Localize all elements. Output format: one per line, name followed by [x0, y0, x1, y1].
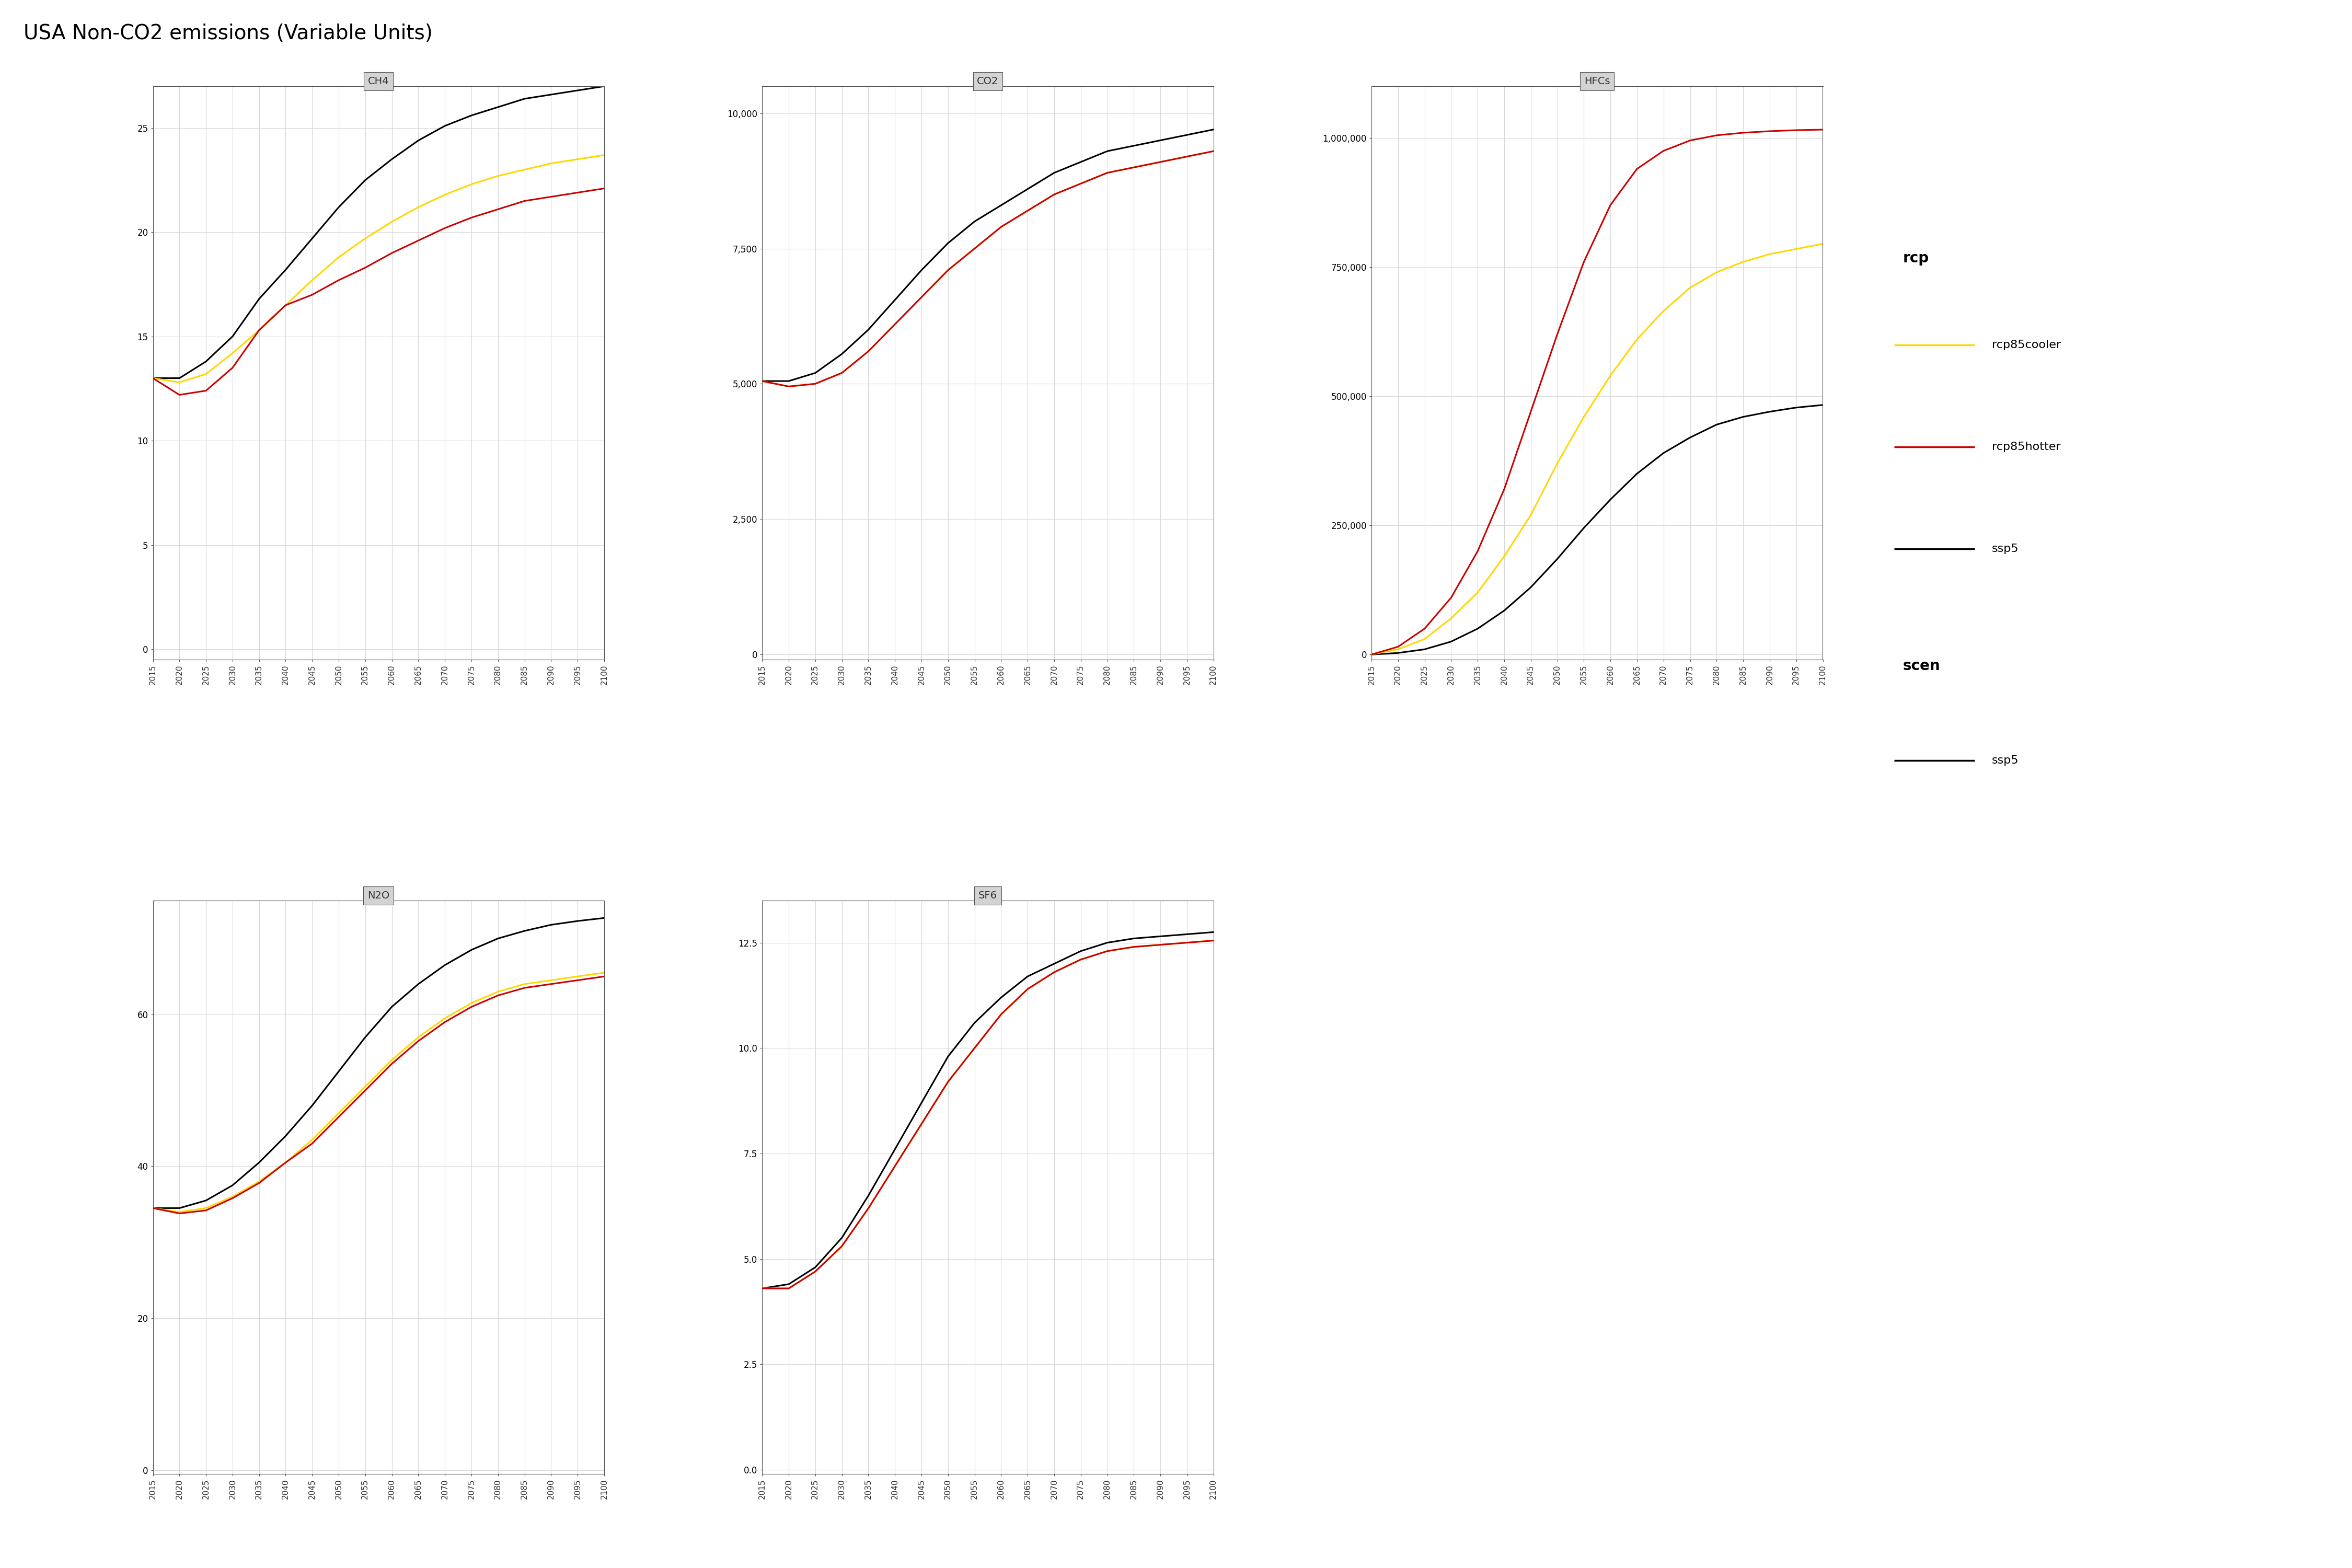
- Text: SF6: SF6: [978, 891, 997, 900]
- Text: HFCs: HFCs: [1585, 77, 1611, 86]
- Text: CO2: CO2: [976, 77, 1000, 86]
- Text: ssp5: ssp5: [1992, 544, 2018, 554]
- Text: scen: scen: [1903, 659, 1940, 673]
- Text: rcp85hotter: rcp85hotter: [1992, 442, 2060, 452]
- Text: ssp5: ssp5: [1992, 756, 2018, 765]
- Text: rcp85cooler: rcp85cooler: [1992, 340, 2060, 350]
- Text: CH4: CH4: [367, 77, 388, 86]
- Text: rcp: rcp: [1903, 251, 1929, 265]
- Text: USA Non-CO2 emissions (Variable Units): USA Non-CO2 emissions (Variable Units): [24, 24, 433, 44]
- Text: N2O: N2O: [367, 891, 390, 900]
